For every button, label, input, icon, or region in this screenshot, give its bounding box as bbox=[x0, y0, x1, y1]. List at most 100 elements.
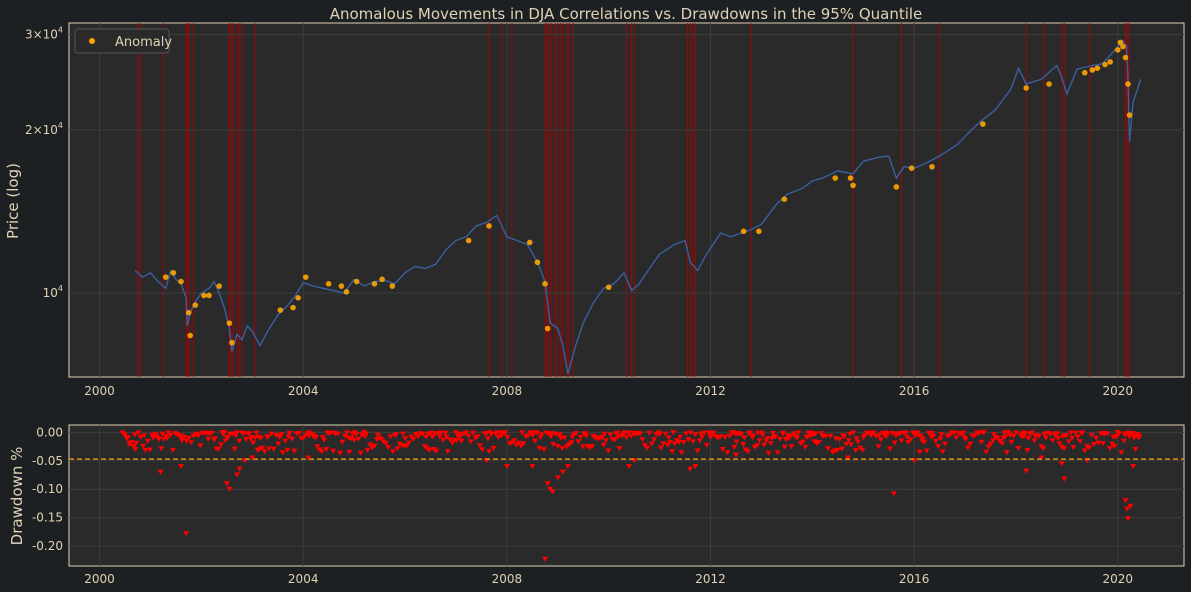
anomaly-point bbox=[178, 278, 184, 285]
drawdown-marker bbox=[978, 439, 985, 445]
drawdown-marker bbox=[253, 430, 260, 436]
drawdown-marker bbox=[759, 432, 766, 438]
drawdown-marker bbox=[314, 444, 321, 450]
drawdown-marker bbox=[226, 486, 233, 492]
drawdown-marker bbox=[962, 436, 969, 442]
price-y-tick-label: 2×104 bbox=[25, 121, 63, 137]
drawdown-marker bbox=[696, 438, 703, 444]
drawdown-marker bbox=[240, 431, 247, 437]
drawdown-marker bbox=[676, 440, 683, 445]
drawdown-marker bbox=[519, 430, 526, 436]
drawdown-marker bbox=[625, 430, 632, 436]
drawdown-marker bbox=[724, 450, 731, 456]
drawdown-points bbox=[119, 429, 1143, 562]
drawdown-marker bbox=[363, 431, 370, 437]
drawdown-marker bbox=[683, 431, 690, 437]
drawdown-marker bbox=[1132, 446, 1139, 452]
drawdown-marker bbox=[790, 431, 797, 437]
drawdown-marker bbox=[1061, 476, 1068, 482]
drawdown-y-axis-label: Drawdown % bbox=[8, 447, 26, 546]
drawdown-marker bbox=[490, 445, 497, 451]
drawdown-marker bbox=[300, 435, 307, 441]
drawdown-marker bbox=[449, 440, 456, 446]
drawdown-x-tick-label: 2020 bbox=[1103, 572, 1134, 586]
drawdown-marker bbox=[648, 441, 655, 447]
drawdown-marker bbox=[1074, 434, 1081, 440]
anomaly-point bbox=[465, 237, 472, 244]
drawdown-marker bbox=[589, 444, 596, 449]
drawdown-marker bbox=[443, 434, 450, 440]
drawdown-marker bbox=[221, 429, 228, 435]
anomaly-point bbox=[1102, 61, 1108, 68]
drawdown-marker bbox=[156, 436, 163, 442]
drawdown-marker bbox=[495, 435, 502, 440]
drawdown-marker bbox=[1010, 433, 1017, 439]
drawdown-marker bbox=[442, 430, 449, 436]
drawdown-marker bbox=[787, 433, 794, 439]
drawdown-marker bbox=[799, 439, 806, 445]
anomaly-point bbox=[192, 302, 199, 308]
drawdown-marker bbox=[605, 448, 612, 454]
anomaly-point bbox=[295, 295, 301, 301]
drawdown-marker bbox=[699, 434, 706, 440]
drawdown-marker bbox=[1077, 439, 1084, 445]
drawdown-marker bbox=[1129, 431, 1136, 436]
drawdown-marker bbox=[224, 435, 231, 441]
legend-anomaly-label: Anomaly bbox=[115, 35, 172, 50]
drawdown-marker bbox=[804, 434, 811, 440]
drawdown-marker bbox=[181, 434, 188, 440]
drawdown-marker bbox=[741, 435, 748, 441]
drawdown-marker bbox=[323, 447, 330, 452]
drawdown-marker bbox=[687, 430, 694, 436]
drawdown-marker bbox=[964, 445, 971, 451]
drawdown-marker bbox=[463, 430, 470, 436]
anomaly-point bbox=[371, 281, 378, 287]
anomaly-point bbox=[302, 274, 309, 280]
drawdown-marker bbox=[284, 447, 291, 453]
anomaly-point bbox=[1126, 112, 1133, 118]
drawdown-marker bbox=[465, 433, 472, 439]
drawdown-marker bbox=[706, 430, 712, 436]
drawdown-marker bbox=[454, 438, 460, 444]
drawdown-marker bbox=[270, 446, 277, 452]
drawdown-marker bbox=[770, 431, 777, 436]
drawdown-marker bbox=[644, 445, 651, 451]
drawdown-marker bbox=[689, 439, 696, 445]
anomaly-point bbox=[1081, 69, 1088, 76]
drawdown-marker bbox=[486, 449, 492, 455]
drawdown-marker bbox=[1097, 431, 1104, 437]
drawdown-marker bbox=[845, 455, 851, 461]
drawdown-marker bbox=[547, 486, 554, 492]
drawdown-marker bbox=[891, 440, 898, 446]
drawdown-plot-area bbox=[68, 424, 1185, 567]
drawdown-marker bbox=[938, 432, 945, 438]
drawdown-marker bbox=[1042, 435, 1049, 441]
drawdown-marker bbox=[286, 430, 293, 436]
drawdown-marker bbox=[457, 434, 464, 440]
drawdown-marker bbox=[669, 449, 676, 454]
anomaly-point bbox=[534, 259, 541, 266]
anomaly-point bbox=[781, 196, 788, 202]
drawdown-marker bbox=[1058, 461, 1065, 467]
drawdown-marker bbox=[285, 434, 292, 440]
drawdown-marker bbox=[525, 433, 531, 439]
drawdown-marker bbox=[312, 435, 319, 441]
drawdown-marker bbox=[121, 432, 128, 438]
drawdown-marker bbox=[1088, 432, 1095, 438]
drawdown-marker bbox=[825, 446, 832, 452]
drawdown-marker bbox=[750, 433, 757, 439]
drawdown-marker bbox=[897, 431, 904, 437]
drawdown-marker bbox=[607, 432, 614, 438]
drawdown-marker bbox=[616, 446, 623, 452]
drawdown-marker bbox=[1063, 433, 1070, 439]
drawdown-marker bbox=[257, 435, 264, 441]
drawdown-marker bbox=[884, 431, 891, 437]
drawdown-x-tick-label: 2012 bbox=[695, 572, 726, 586]
drawdown-marker bbox=[722, 434, 728, 440]
anomaly-point bbox=[1122, 54, 1129, 61]
drawdown-marker bbox=[953, 435, 960, 441]
drawdown-marker bbox=[1093, 435, 1100, 441]
drawdown-marker bbox=[550, 442, 557, 448]
drawdown-marker bbox=[612, 437, 618, 443]
drawdown-marker bbox=[761, 442, 767, 448]
